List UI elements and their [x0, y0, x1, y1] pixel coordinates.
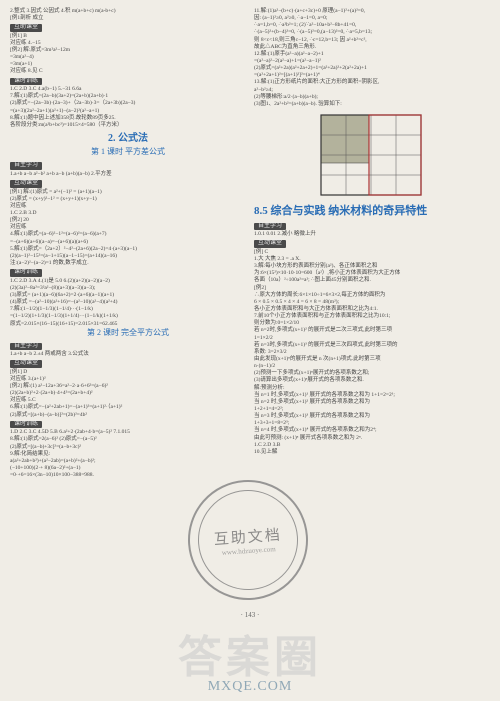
text-line: (2)原式=[(a+b)−(a−b)]²=(2b)²=4b²: [10, 412, 246, 419]
text-line: [例2]: [254, 285, 490, 292]
text-line: 13.解:(1)正方形纸片的面积:大正方形的面积=阴影区,: [254, 79, 490, 86]
text-line: 解:预测分析:: [254, 385, 490, 392]
text-line: 各面（10a）²÷100a²=a²; ∴图上面45分别面积之和.: [254, 277, 490, 284]
text-line: ∴(a−5)²+(b−4)²=0, ∴(a−5)²=0,(a−13)²=0, ∴…: [254, 29, 490, 36]
text-line: 1.C 2.D 3.A 4.(1)是 5.0 6.(2)(a+2)(a−2)(a…: [10, 278, 246, 285]
text-line: =0·+6=16×(3n−10)10×100−388=988.: [10, 472, 246, 479]
text-line: 8.解:(1)题中因上述加358页.故轮数89页多25.: [10, 115, 246, 122]
bottom-watermark: 答案圈 MXQE.COM: [0, 621, 500, 695]
text-line: 4.解:(1)原式=(a−6)²−1²=(a−6)²=(a−6)(a+7): [10, 231, 246, 238]
right-column: 11.解:(1)a²−(b+c)·(a+c+3c)+0 原理(a−1)²+(a)…: [254, 8, 490, 612]
text-line: =(1−1/2)(1+1/3)(1−1/3)(1+1/4)···(1−1/k)(…: [10, 313, 246, 320]
text-line: 由此可预测: (x+1)ⁿ 展开式各项系数之和为 2ⁿ.: [254, 435, 490, 442]
text-line: [例1] 解:(1)原式 = a²+(−1)² = (a+1)(a−1): [10, 189, 246, 196]
heading-formula-method: 2. 公式法: [10, 133, 246, 146]
text-line: a²−b²≥4;: [254, 87, 490, 94]
text-line: [例1] B: [10, 33, 246, 40]
text-line: (2)原式=−(2a−3b)·(2a−3)+（2a−3b)·3=（2a+3b)(…: [10, 100, 246, 107]
text-line: (2)(3a)²−8a²=3²a²−(8)(a+3)(a−3)(a−3);: [10, 285, 246, 292]
text-line: 由此发现(x+1)ⁿ的展开式是 n 次(n+1)项式.此时第三项: [254, 356, 490, 363]
section-label: 课时训练: [10, 421, 42, 429]
heading-section-8-5: 8.5 综合与实践 纳米材料的奇异特性: [254, 205, 490, 219]
text-line: [例1剖析 成立: [10, 15, 246, 22]
text-line: =3m(a²−4): [10, 54, 246, 61]
text-line: 注:(a−2)²−(a−2)=1 的数,数字成立.: [10, 260, 246, 267]
text-line: 对应练 3.(a+1)²: [10, 376, 246, 383]
section-label: 自主学习: [10, 162, 42, 170]
text-line: [例] C: [254, 249, 490, 256]
text-line: 6 × 0.5 × 0.5 × 4 × 4 = 6 × 8 = 48(m²);: [254, 299, 490, 306]
text-line: (3)原式= (a+1)(a−6)(6a+2)=2·(a+6)(a−1)(a+1…: [10, 292, 246, 299]
text-line: 12.解:(1)原手(a²−a)(a²−a−2)+1: [254, 51, 490, 58]
text-line: 1.a+b a−b 2.±4 两或两含 3.公式法: [10, 351, 246, 358]
text-line: 当 n=2 时,多项式(x+1)² 展开式的各项系数之和为: [254, 399, 490, 406]
text-line: 对应练: [10, 203, 246, 210]
text-line: ∴原大方体的周长:6×1×10÷1=6×3×2,每正方体的面积为: [254, 292, 490, 299]
watermark-big-text: 答案圈: [0, 621, 500, 685]
text-line: (2)原式 = (x+y)²−1² = (x+y+1)(x+y−1): [10, 196, 246, 203]
text-line: 故此△ABC为直角三角形.: [254, 44, 490, 51]
subheading-lesson2: 第 2 课时 完全平方公式: [10, 328, 246, 338]
text-line: 1=1×2/2: [254, 335, 490, 342]
text-line: 10.见上解: [254, 449, 490, 456]
text-line: 8.解:(1)原式=2(a−6)² (2)原式=−(a−5)²: [10, 436, 246, 443]
text-line: (2)原式=[(a−b)+3c]²=(a−b+3c)²: [10, 444, 246, 451]
section-label: 课时训练: [10, 269, 42, 277]
text-line: 当 n=3 时,多项式(x+1)³ 展开式的各项系数之和为: [254, 413, 490, 420]
text-line: 若 n=2时,多项式(x+1)² 的展开式是二次三项式,此时第三项: [254, 327, 490, 334]
text-line: 6.解:(1)原式=−(a²+2ab+1)=−(a+1)²=(a+1)²·（a+…: [10, 404, 246, 411]
text-line: (2)(a−1)²−15²=(a−1+15)(a−1−15)=(a+14)(a−…: [10, 253, 246, 260]
text-line: 当 n=1 时,多项式(x+1)¹ 展开式的各项系数之和为 1+1=2=2¹;: [254, 392, 490, 399]
text-line: (3)请算出多项式(x+1)ⁿ展开式的各项系数之和.: [254, 377, 490, 384]
section-label: 自主学习: [10, 343, 42, 351]
page-two-columns: 2.整式 3.因式 公因式 4.积 m(a+b+c) m(a-b+c) [例1剖…: [0, 0, 500, 620]
text-line: (2)等腰梯形:a/2·(a−b)(a+b);: [254, 94, 490, 101]
text-line: 当 n=4 时,多项式(x+1)⁴ 展开式的各项系数之和为2⁴;: [254, 427, 490, 434]
text-line: 2.整式 3.因式 公因式 4.积 m(a+b+c) m(a-b+c): [10, 8, 246, 15]
grid-figure: [317, 111, 427, 201]
text-line: 1.0.1 0.01 2.减小 略微上升: [254, 231, 490, 238]
text-line: (2)(2a+b)²+2·(2a+b)·4+4²=(2a+b+4)²: [10, 390, 246, 397]
text-line: 则 8<c<18,则三角c−12, ∴c=12,b=13; 因 a²+b²=c²…: [254, 37, 490, 44]
page-number: · 143 ·: [0, 611, 500, 619]
text-line: [例2] 20: [10, 217, 246, 224]
text-line: =3m(a+1): [10, 61, 246, 68]
text-line: [例1] D: [10, 369, 246, 376]
left-column: 2.整式 3.因式 公因式 4.积 m(a+b+c) m(a-b+c) [例1剖…: [10, 8, 246, 612]
text-line: =(a+3)(2a²−2a+1)(a²+1)−(a−2)²(a²−a+1): [10, 108, 246, 115]
section-label: 自主学习: [254, 223, 286, 231]
section-label: 互动课堂: [10, 360, 42, 368]
text-line: a(a²+2ab+b²)+(a²−2ab)=(a+b)²+(a−b)²;: [10, 458, 246, 465]
text-line: 系数: 3=2×3/2: [254, 349, 490, 356]
text-line: =−(a+6)(a+6)(a−a)=−(a+6)(a)(a+6): [10, 239, 246, 246]
text-line: 9.解:化简结果见:: [10, 451, 246, 458]
section-label: 互动课堂: [10, 180, 42, 188]
text-line: 各阶段分类:m(a²b+bc²)=1015×4=580（平方米）: [10, 122, 246, 129]
section-label: 课时训练: [10, 78, 42, 86]
section-label: 互动课堂: [254, 240, 286, 248]
text-line: 若 n=3时,多项式(x+1)³ 的展开式是三次四项式,此时第三项的: [254, 342, 490, 349]
text-line: 5.解:(1)原式=（2a+2）²−4²−(2a+6)(2a−2)=4·(a+3…: [10, 246, 246, 253]
subheading-lesson1: 第 1 课时 平方差公式: [10, 147, 246, 157]
text-line: [例2] 解:原式=3m²a²−12m: [10, 47, 246, 54]
text-line: 1.C 2.B 3.D: [10, 210, 246, 217]
text-line: 原式=2.015×(16−15)(16+15)=2.015×31=62.465: [10, 321, 246, 328]
text-line: (3)图1、2a²+b²=(a+b)(a−b). 验算如下:: [254, 101, 490, 108]
watermark-url: MXQE.COM: [0, 679, 500, 695]
text-line: 对应练 4.−15: [10, 40, 246, 47]
section-label: 互助课堂: [10, 24, 42, 32]
text-line: 对应练 8.见 C: [10, 68, 246, 75]
text-line: 1.C 2.D 3.B: [254, 442, 490, 449]
text-line: 1.a+b a−b a²−b² a+b a−b (a+b)(a−b) 2.平方差: [10, 171, 246, 178]
